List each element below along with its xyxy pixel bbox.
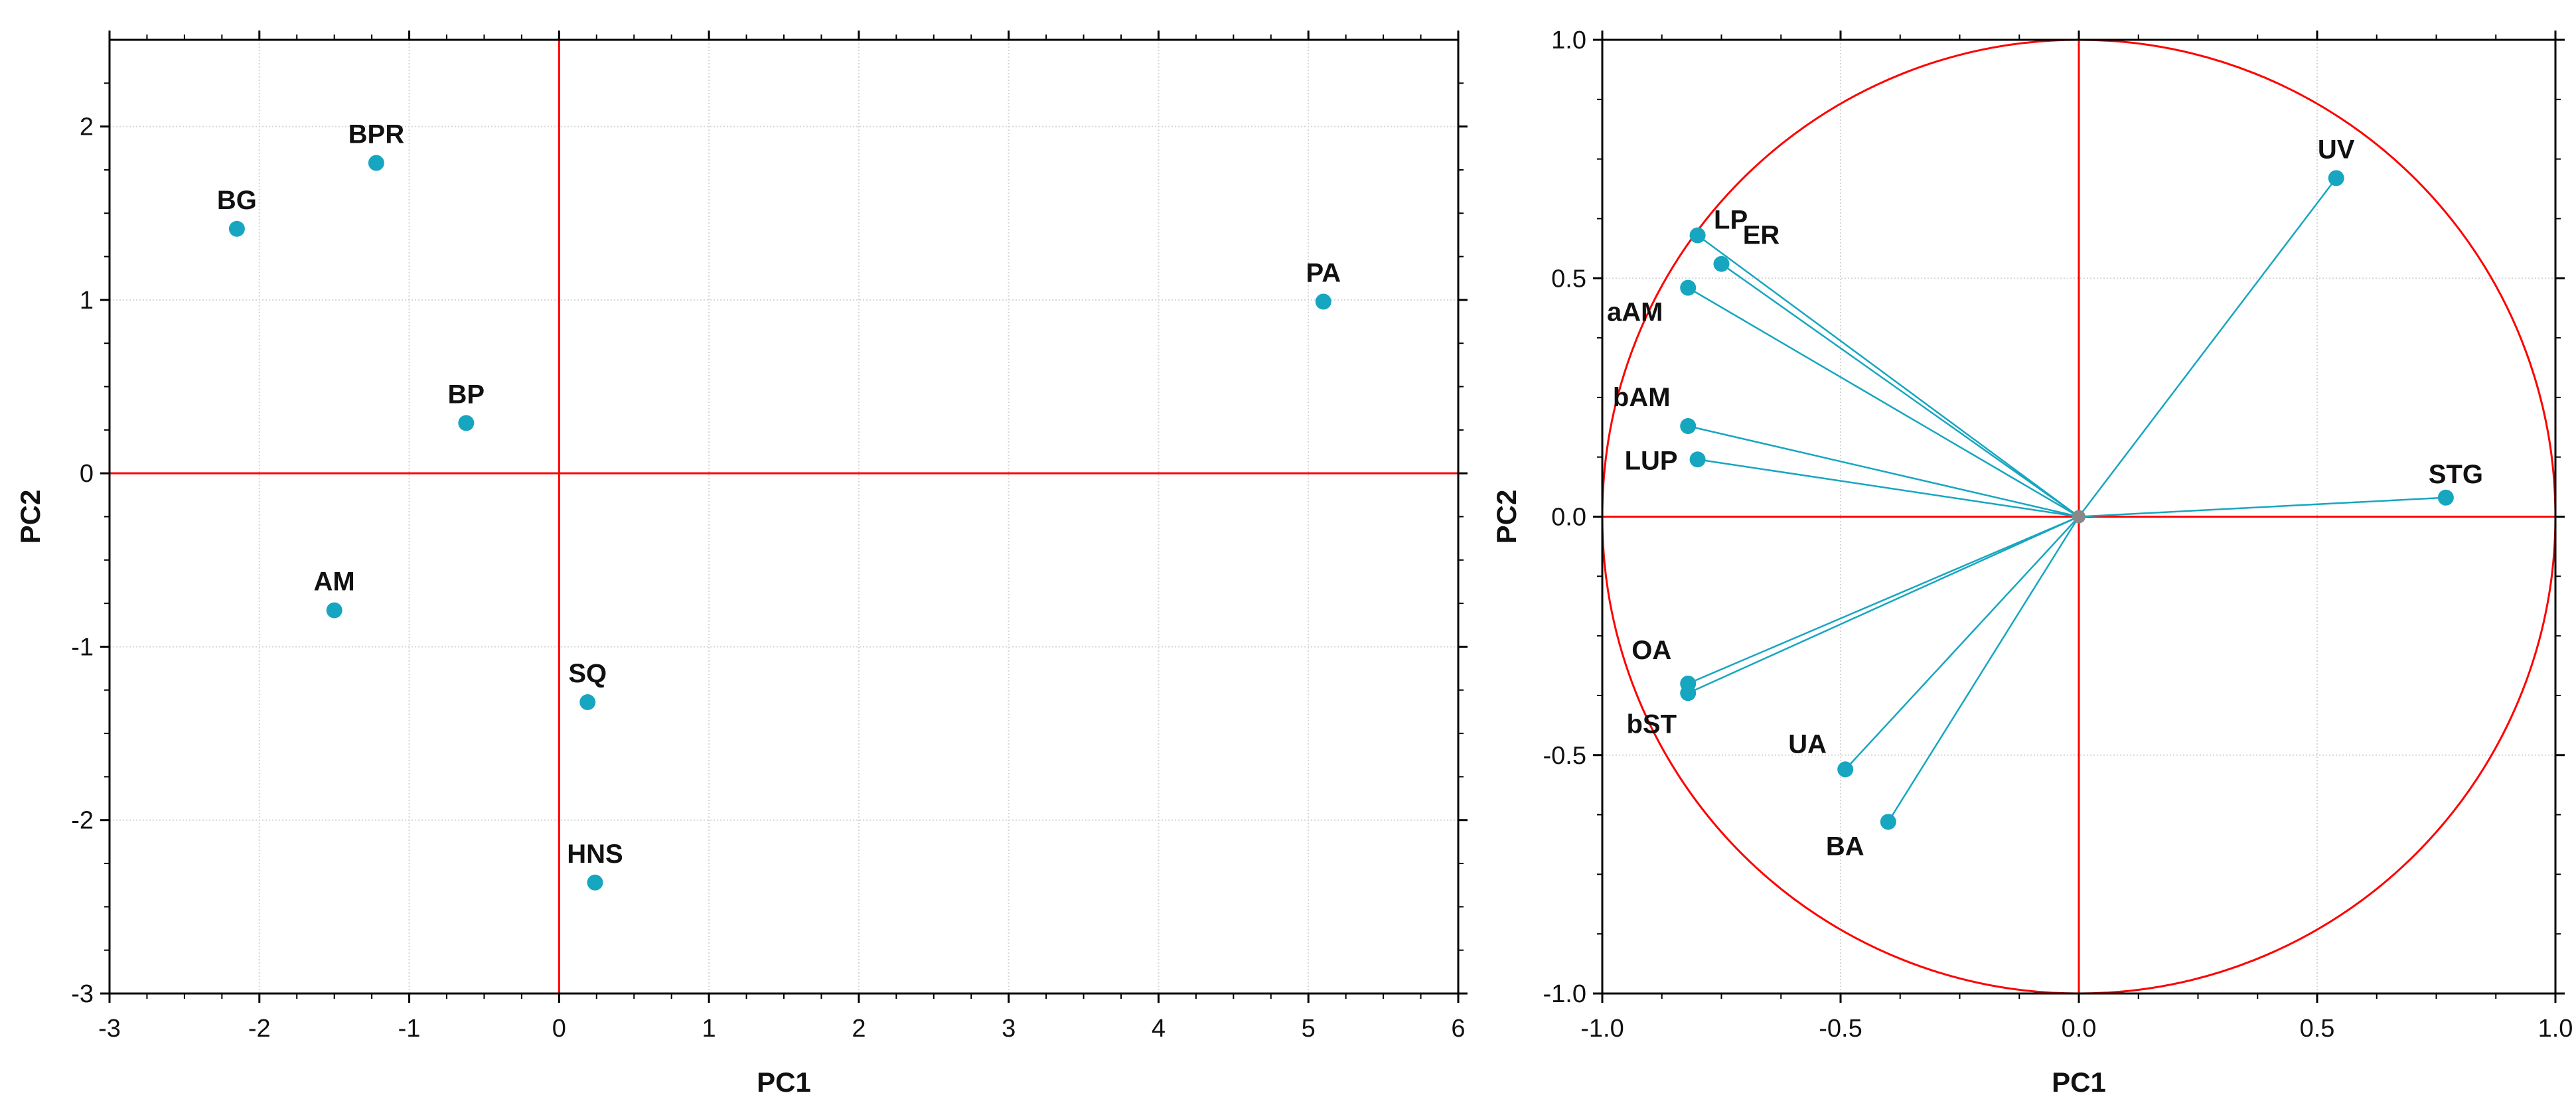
point-label-bst: bST [1626, 709, 1677, 739]
data-point-bpr [368, 155, 384, 171]
y-tick-label: -1 [71, 633, 94, 661]
y-tick-label: 0 [80, 460, 94, 488]
loading-vector-ua [1845, 516, 2080, 771]
x-tick-label: 6 [1451, 1015, 1465, 1043]
y-tick-label: 0.5 [1551, 265, 1586, 293]
data-point-bg [228, 220, 245, 237]
point-label-ua: UA [1788, 729, 1827, 759]
origin-marker [2072, 510, 2085, 524]
x-tick-label: -1.0 [1580, 1015, 1624, 1043]
loading-vector-aam [1687, 287, 2080, 518]
x-tick-label: 0.5 [2300, 1015, 2335, 1043]
x-axis-title: PC1 [757, 1067, 811, 1098]
x-tick-label: -3 [98, 1015, 121, 1043]
y-tick-label: 1 [80, 287, 94, 315]
point-label-er: ER [1743, 221, 1780, 250]
y-tick-label: 2 [80, 113, 94, 141]
data-point-bst [1680, 685, 1697, 701]
data-point-am [326, 602, 342, 619]
loading-vector-bam [1687, 425, 2080, 518]
point-label-sq: SQ [568, 659, 607, 688]
point-label-stg: STG [2429, 460, 2483, 489]
y-axis-title: PC2 [15, 490, 46, 544]
data-point-ua [1837, 761, 1854, 778]
x-tick-label: -0.5 [1819, 1015, 1862, 1043]
loading-vector-er [1720, 263, 2080, 518]
x-tick-label: 4 [1152, 1015, 1166, 1043]
data-point-stg [2437, 489, 2454, 506]
y-tick-label: 0.0 [1551, 504, 1586, 532]
y-tick-label: -1.0 [1543, 980, 1586, 1008]
x-tick-label: -1 [398, 1015, 421, 1043]
data-point-bam [1680, 417, 1697, 434]
point-label-lp: LP [1714, 206, 1748, 235]
point-label-pa: PA [1306, 259, 1341, 288]
data-point-er [1713, 256, 1730, 272]
x-tick-label: 0 [552, 1015, 566, 1043]
y-tick-label: -0.5 [1543, 742, 1586, 770]
loadings-plot: -1.0 -0.5 0.0 0.5 1.0 -1.0 -0.5 0.0 0.5 1.0 PC1 PC2… [1491, 27, 2573, 1098]
x-tick-label: -2 [248, 1015, 271, 1043]
loading-vector-stg [2078, 496, 2446, 518]
y-axis-title: PC2 [1491, 490, 1522, 544]
data-point-ba [1880, 814, 1896, 830]
data-point-lup [1689, 451, 1706, 468]
point-label-ba: BA [1826, 832, 1864, 861]
x-tick-label: 5 [1302, 1015, 1316, 1043]
loading-vector-lup [1697, 459, 2080, 518]
point-label-lup: LUP [1625, 446, 1678, 475]
point-label-uv: UV [2318, 135, 2355, 164]
point-label-aam: aAM [1607, 298, 1663, 327]
point-label-hns: HNS [567, 840, 623, 869]
y-tick-label: -2 [71, 807, 94, 835]
scores-plot: -3 -2 -1 0 1 2 3 4 5 6 -3 -2 -1 0 1 2 PC1 PC2 BPR BG PA BP AM S… [15, 31, 1468, 1098]
loading-vector-bst [1687, 516, 2080, 694]
x-tick-label: 2 [852, 1015, 866, 1043]
y-tick-label: 1.0 [1551, 27, 1586, 54]
data-point-pa [1315, 293, 1331, 310]
x-tick-label: 1 [702, 1015, 716, 1043]
x-axis-title: PC1 [2052, 1067, 2106, 1098]
point-label-bp: BP [448, 380, 485, 409]
loading-vector-ba [1887, 516, 2080, 823]
point-label-am: AM [314, 567, 355, 597]
data-point-bp [458, 415, 475, 431]
loading-vector-lp [1697, 234, 2080, 518]
x-tick-label: 0.0 [2062, 1015, 2097, 1043]
point-label-bpr: BPR [348, 120, 405, 149]
data-point-uv [2328, 170, 2344, 186]
loading-vector-oa [1687, 516, 2080, 685]
data-point-lp [1689, 227, 1706, 244]
point-label-bam: bAM [1613, 383, 1671, 412]
point-label-oa: OA [1631, 636, 1671, 665]
data-point-aam [1680, 279, 1697, 296]
point-label-bg: BG [217, 186, 257, 215]
data-point-sq [579, 694, 596, 711]
data-point-hns [587, 874, 603, 891]
loading-vector-uv [2078, 177, 2337, 518]
x-tick-label: 3 [1002, 1015, 1016, 1043]
y-tick-label: -3 [71, 980, 94, 1008]
x-tick-label: 1.0 [2538, 1015, 2573, 1043]
